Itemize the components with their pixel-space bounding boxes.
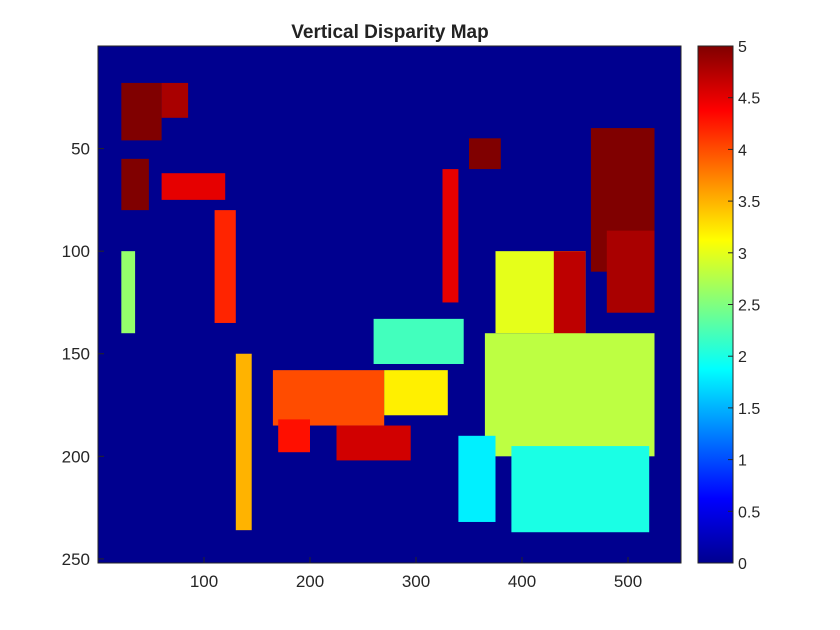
heatmap-region-8 [606,230,655,313]
heatmap-region-19 [458,435,496,522]
heatmap-region-11 [384,370,448,416]
x-tick-label: 400 [508,572,536,591]
colorbar-tick-label: 0.5 [738,504,760,521]
x-axis: 100 200 300 400 500 [190,557,642,591]
colorbar-axis: 0 0.5 1 1.5 2 2.5 3 3.5 4 4.5 5 [728,39,760,573]
x-tick-label: 300 [402,572,430,591]
y-tick-label: 150 [62,345,90,364]
heatmap-region-16 [484,333,655,457]
x-tick-label: 500 [614,572,642,591]
chart-title: Vertical Disparity Map [291,22,488,43]
heatmap-region-0 [121,82,162,141]
colorbar-tick-label: 5 [738,39,747,56]
colorbar [697,45,734,564]
colorbar-tick-label: 4 [738,142,747,159]
x-tick-label: 100 [190,572,218,591]
y-tick-label: 50 [71,140,90,159]
heatmap-region-10 [272,370,385,426]
heatmap-region-4 [214,210,236,323]
colorbar-tick-label: 3.5 [738,194,760,211]
colorbar-tick-label: 1.5 [738,401,760,418]
colorbar-tick-label: 1 [738,453,747,470]
heatmap-region-2 [121,158,149,211]
colorbar-tick-label: 3 [738,246,747,263]
heatmap-region-5 [469,138,501,170]
heatmap-region-12 [278,419,310,453]
heatmap-region-20 [121,251,136,334]
colorbar-tick-label: 2.5 [738,298,760,315]
plot-frame [97,45,682,564]
colorbar-tick-label: 2 [738,349,747,366]
heatmap-region-6 [442,169,459,303]
heatmap-region-13 [336,425,411,461]
y-tick-label: 250 [62,550,90,569]
x-tick-label: 200 [296,572,324,591]
heatmap-region-15 [553,251,586,344]
disparity-heatmap [121,82,655,533]
heatmap-region-9 [373,318,464,364]
y-tick-label: 200 [62,447,90,466]
heatmap-region-1 [161,82,189,118]
heatmap-region-17 [511,446,650,533]
heatmap-region-3 [161,173,226,200]
y-tick-label: 100 [62,242,90,261]
y-axis: 50 100 150 200 250 [62,140,104,569]
heatmap-region-18 [235,353,252,531]
colorbar-tick-label: 4.5 [738,91,760,108]
colorbar-tick-label: 0 [738,556,747,573]
